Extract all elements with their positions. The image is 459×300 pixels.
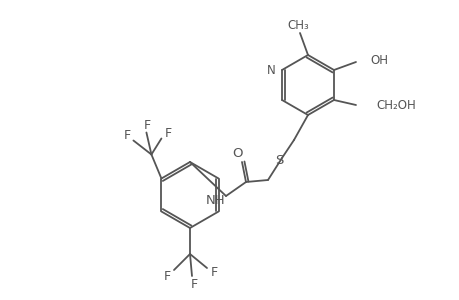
Text: NH: NH (206, 194, 225, 208)
Text: F: F (144, 119, 151, 132)
Text: F: F (164, 127, 172, 140)
Text: F: F (210, 266, 217, 278)
Text: S: S (274, 154, 283, 166)
Text: F: F (123, 129, 131, 142)
Text: CH₂OH: CH₂OH (375, 98, 415, 112)
Text: OH: OH (369, 53, 387, 67)
Text: F: F (190, 278, 197, 290)
Text: F: F (163, 269, 170, 283)
Text: N: N (267, 64, 275, 76)
Text: O: O (232, 146, 243, 160)
Text: CH₃: CH₃ (286, 19, 308, 32)
